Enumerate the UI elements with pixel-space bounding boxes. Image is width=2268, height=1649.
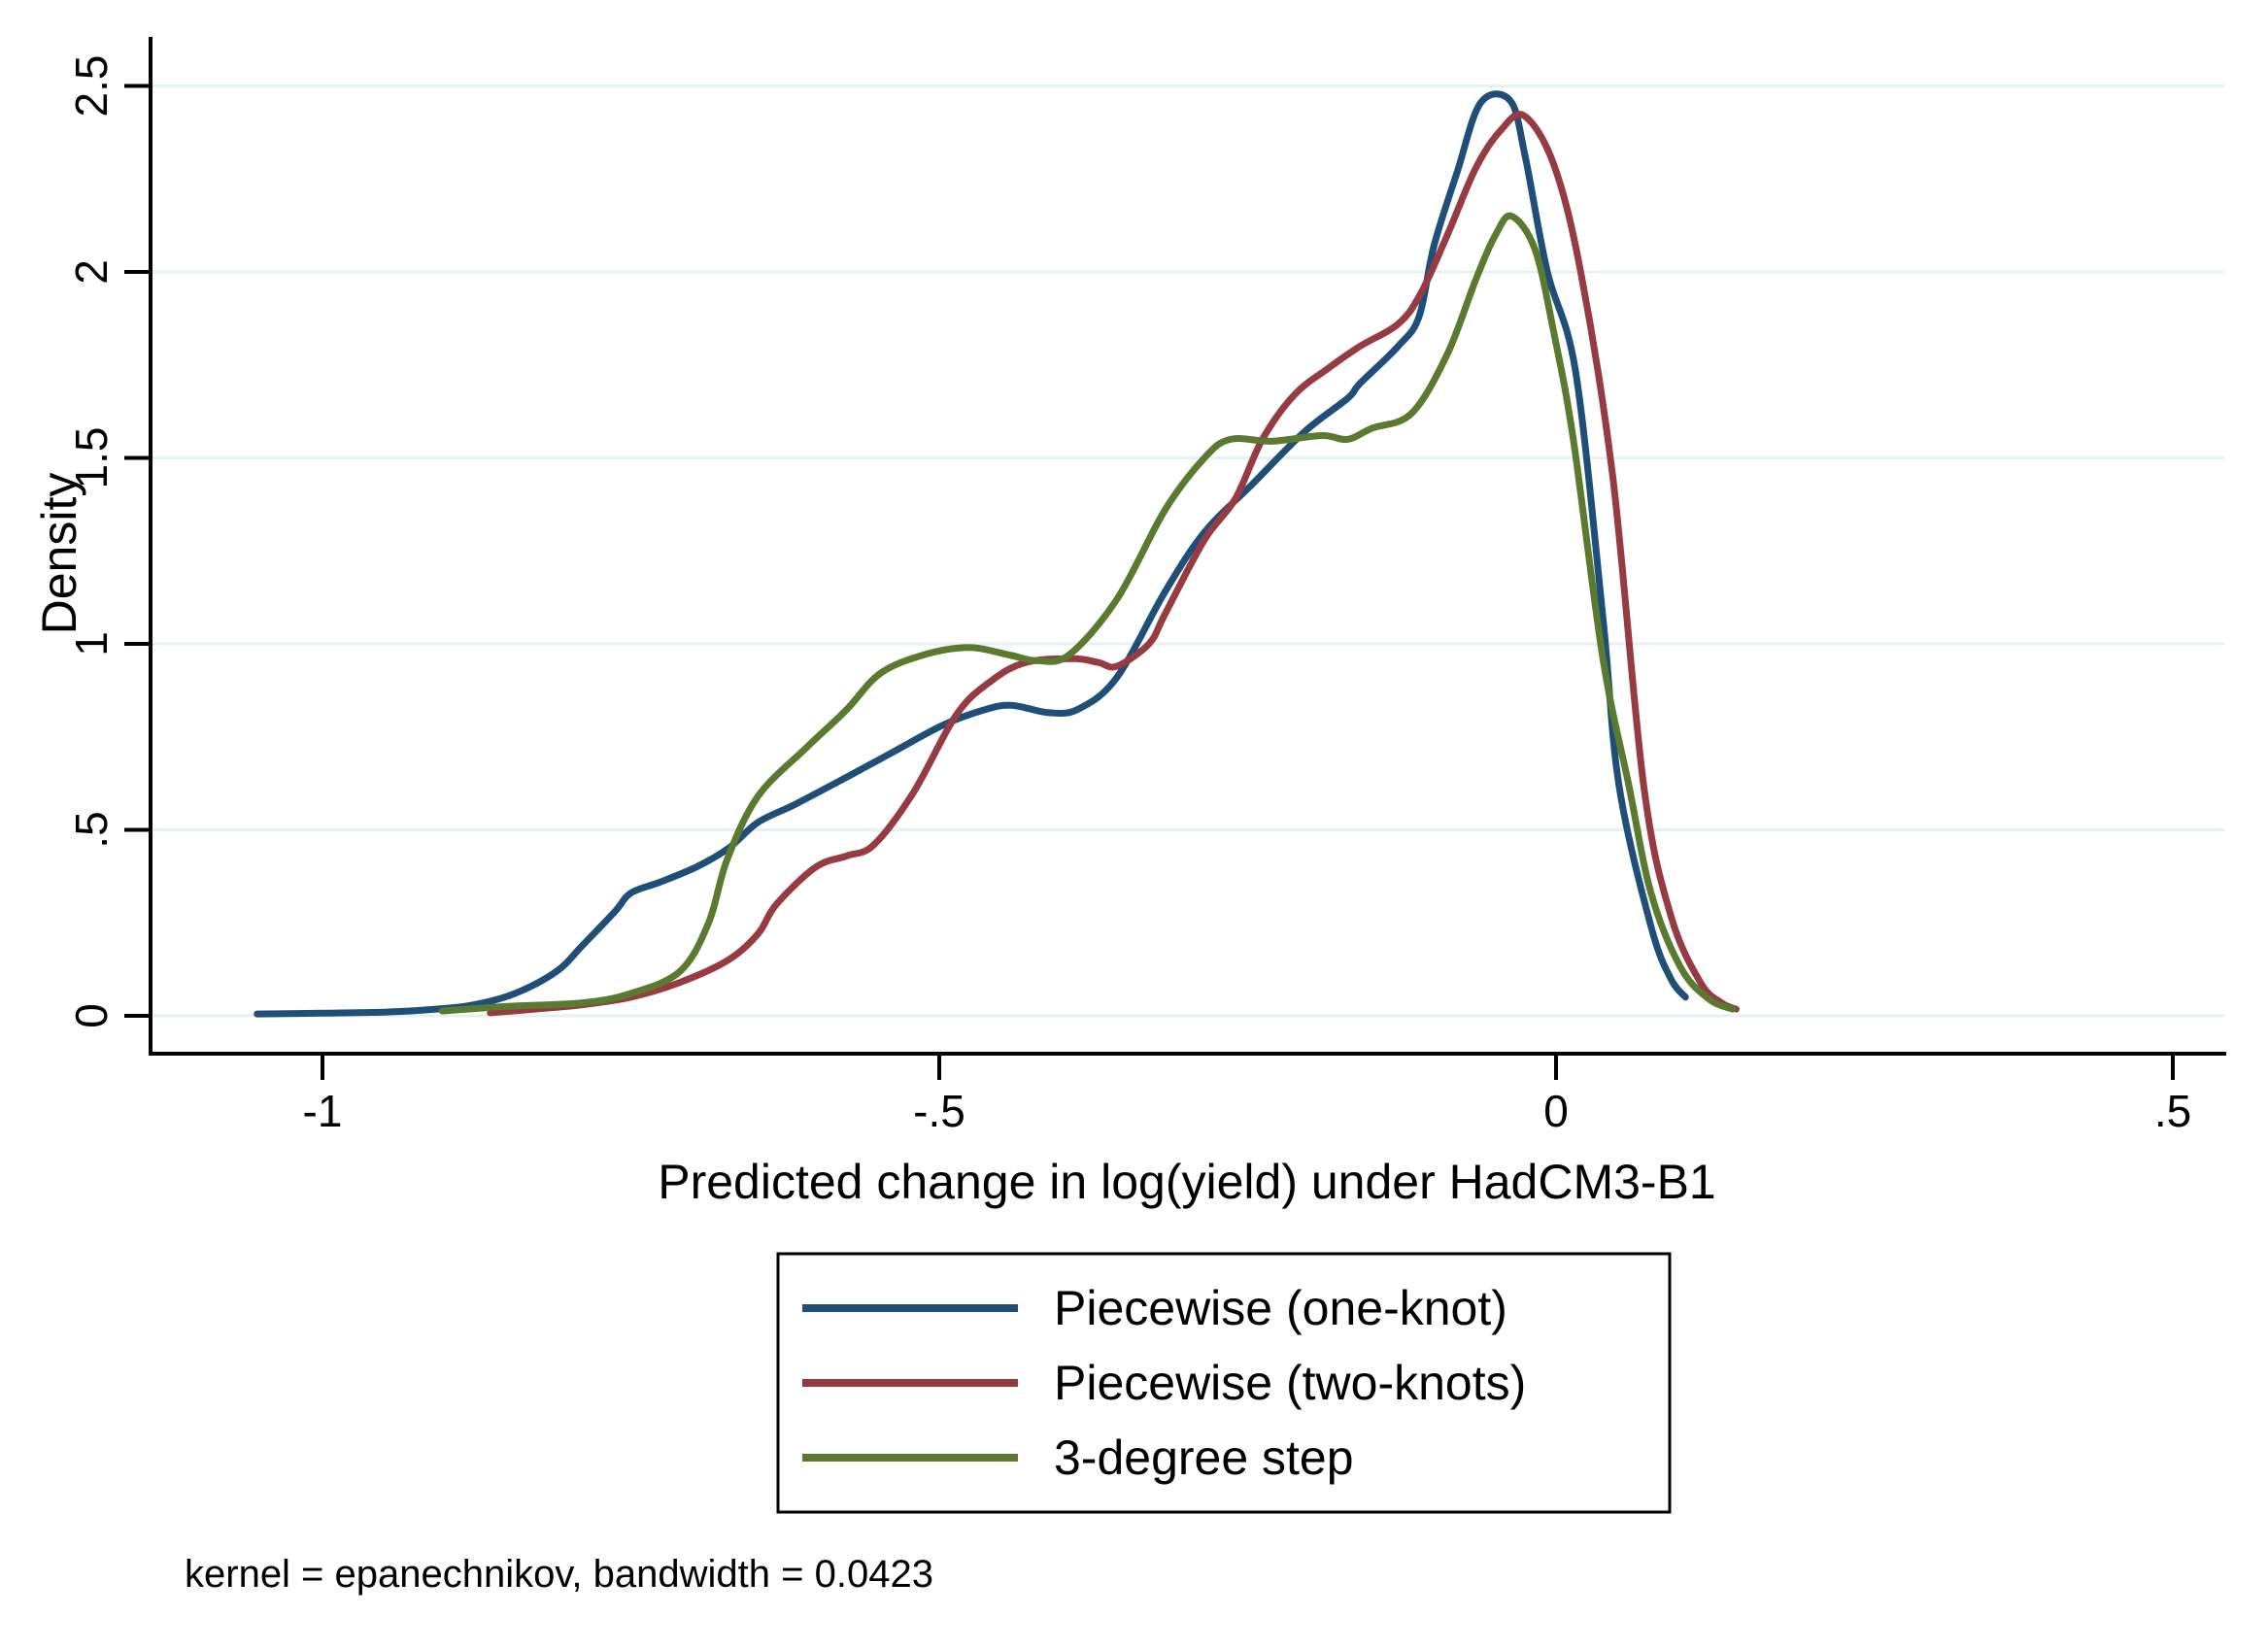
y-tick-label: .5 [66,811,117,848]
curve-piecewise-one-knot [254,90,1689,1018]
y-tick-label: 1 [66,631,117,656]
x-tick-label: .5 [2154,1086,2191,1136]
curve-piecewise-two-knots [487,111,1740,1017]
legend-label-3-degree-step: 3-degree step [1054,1430,1354,1485]
y-tick-label: 0 [66,1003,117,1028]
legend-label-piecewise-one-knot: Piecewise (one-knot) [1054,1281,1507,1335]
y-tick-label: 2.5 [66,55,117,118]
legend-label-piecewise-two-knots: Piecewise (two-knots) [1054,1356,1526,1410]
y-tick-label: 1.5 [66,427,117,489]
y-axis-title: Density [32,473,86,635]
curve-3-degree-step [438,212,1737,1015]
x-tick-label: 0 [1543,1086,1569,1136]
gridlines [152,84,2224,1018]
y-tick-label: 2 [66,259,117,285]
y-axis-ticks: 0 .5 1 1.5 2 2.5 [66,55,149,1028]
legend: Piecewise (one-knot) Piecewise (two-knot… [776,1252,1672,1514]
x-axis-title: Predicted change in log(yield) under Had… [658,1155,1715,1209]
density-curves [254,90,1740,1018]
x-tick-label: -1 [303,1086,343,1136]
x-axis-ticks: -1 -.5 0 .5 [303,1054,2191,1136]
kernel-bandwidth-note: kernel = epanechnikov, bandwidth = 0.042… [185,1553,933,1596]
x-tick-label: -.5 [913,1086,965,1136]
